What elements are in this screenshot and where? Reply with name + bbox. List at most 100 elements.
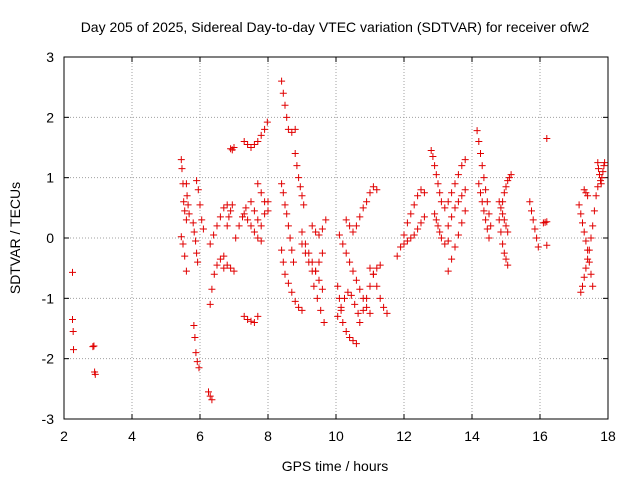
data-point xyxy=(279,89,287,97)
data-point xyxy=(254,312,262,320)
data-point xyxy=(284,125,292,133)
data-point xyxy=(257,131,265,139)
data-point xyxy=(180,198,188,206)
data-point xyxy=(580,228,588,236)
data-point xyxy=(349,337,357,345)
data-point xyxy=(458,219,466,227)
data-point xyxy=(346,258,354,266)
data-point xyxy=(322,216,330,224)
data-point xyxy=(436,189,444,197)
data-point xyxy=(432,216,440,224)
data-point xyxy=(69,268,76,276)
data-point xyxy=(199,225,207,233)
data-point xyxy=(410,231,418,239)
data-point xyxy=(444,222,452,230)
x-axis-label: GPS time / hours xyxy=(282,458,389,474)
data-point xyxy=(417,219,425,227)
data-point xyxy=(298,306,306,314)
data-point xyxy=(600,162,608,170)
data-point xyxy=(261,198,269,206)
data-point xyxy=(247,198,255,206)
data-point xyxy=(320,318,328,326)
data-point xyxy=(500,189,508,197)
data-point xyxy=(281,201,289,209)
data-point xyxy=(373,186,381,194)
data-point xyxy=(244,140,252,148)
data-point xyxy=(349,267,357,275)
data-point xyxy=(366,189,374,197)
data-point xyxy=(417,186,425,194)
data-point xyxy=(182,267,190,275)
data-point xyxy=(369,270,377,278)
data-point xyxy=(342,249,350,257)
data-point xyxy=(420,213,428,221)
data-point xyxy=(349,228,357,236)
data-point xyxy=(216,255,224,263)
data-point xyxy=(601,159,609,167)
data-point xyxy=(192,349,200,357)
data-point xyxy=(363,198,371,206)
y-tick-label: 1 xyxy=(46,170,54,186)
data-point xyxy=(315,231,323,239)
data-point xyxy=(585,246,593,254)
data-point xyxy=(580,186,588,194)
data-point xyxy=(196,201,204,209)
data-point xyxy=(220,204,228,212)
data-point xyxy=(351,300,359,308)
data-point xyxy=(225,213,233,221)
data-point xyxy=(539,219,547,227)
data-point xyxy=(533,234,541,242)
data-point xyxy=(344,288,352,296)
data-point xyxy=(250,140,258,148)
data-point xyxy=(227,145,235,153)
x-tick-label: 8 xyxy=(264,428,272,444)
data-point xyxy=(458,162,466,170)
data-point xyxy=(582,264,590,272)
data-point xyxy=(444,267,452,275)
data-point xyxy=(451,180,459,188)
data-point xyxy=(454,171,462,179)
data-point xyxy=(291,297,299,305)
data-point xyxy=(403,237,411,245)
data-point xyxy=(410,201,418,209)
y-tick-label: -1 xyxy=(42,290,55,306)
data-point xyxy=(587,234,595,242)
data-point xyxy=(376,261,384,269)
data-point xyxy=(487,222,495,230)
data-point xyxy=(502,255,510,263)
data-point xyxy=(342,328,350,336)
data-point xyxy=(213,261,221,269)
data-point xyxy=(582,237,590,245)
data-point xyxy=(208,396,216,404)
data-point xyxy=(290,258,297,266)
data-point xyxy=(534,243,542,251)
data-point xyxy=(594,165,602,173)
data-point xyxy=(315,258,323,266)
data-point xyxy=(223,222,231,230)
y-tick-label: 3 xyxy=(46,49,54,65)
data-point xyxy=(91,370,99,378)
x-tick-label: 2 xyxy=(60,428,68,444)
data-point xyxy=(380,303,388,311)
data-point xyxy=(458,192,466,200)
data-point xyxy=(441,204,449,212)
data-point xyxy=(206,240,214,248)
data-point xyxy=(500,216,508,224)
x-tick-label: 6 xyxy=(196,428,204,444)
data-point xyxy=(254,216,262,224)
data-point xyxy=(288,288,296,296)
data-point xyxy=(190,228,198,236)
data-point xyxy=(339,318,347,326)
data-point xyxy=(213,222,221,230)
data-point xyxy=(183,192,191,200)
data-point xyxy=(240,137,248,145)
data-point xyxy=(301,249,309,257)
data-point xyxy=(582,189,590,197)
data-point xyxy=(293,162,301,170)
data-point xyxy=(584,255,592,263)
data-point xyxy=(278,180,286,188)
x-tick-label: 12 xyxy=(396,428,412,444)
data-point xyxy=(505,174,513,182)
data-point xyxy=(543,241,551,249)
data-point xyxy=(227,264,235,272)
